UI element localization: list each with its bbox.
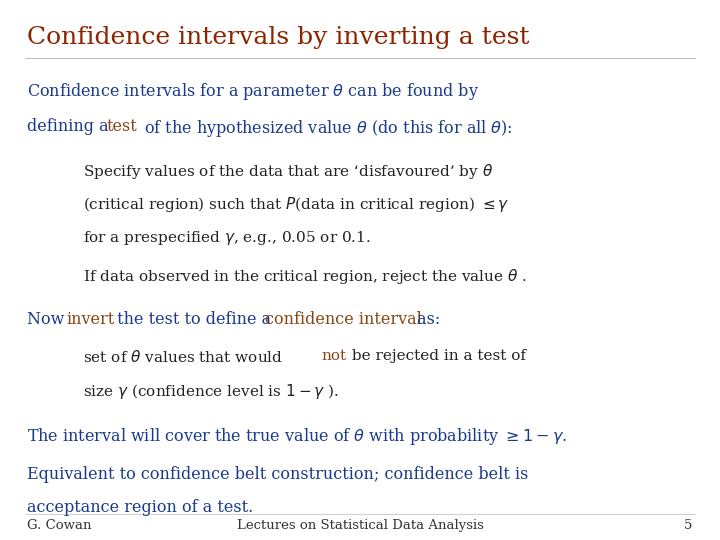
Text: Lectures on Statistical Data Analysis: Lectures on Statistical Data Analysis: [237, 519, 483, 532]
Text: Equivalent to confidence belt construction; confidence belt is: Equivalent to confidence belt constructi…: [27, 466, 528, 483]
Text: acceptance region of a test.: acceptance region of a test.: [27, 500, 253, 516]
Text: as:: as:: [412, 311, 440, 328]
Text: Now: Now: [27, 311, 70, 328]
Text: confidence interval: confidence interval: [265, 311, 422, 328]
Text: not: not: [322, 349, 347, 363]
Text: If data observed in the critical region, reject the value $\theta$ .: If data observed in the critical region,…: [83, 267, 527, 286]
Text: (critical region) such that $P$(data in critical region) $\leq \gamma$: (critical region) such that $P$(data in …: [83, 195, 509, 214]
Text: Confidence intervals for a parameter $\theta$ can be found by: Confidence intervals for a parameter $\t…: [27, 81, 480, 102]
Text: test: test: [107, 118, 138, 134]
Text: the test to define a: the test to define a: [112, 311, 276, 328]
Text: Specify values of the data that are ‘disfavoured’ by $\theta$: Specify values of the data that are ‘dis…: [83, 162, 493, 181]
Text: size $\gamma$ (confidence level is $1 - \gamma$ ).: size $\gamma$ (confidence level is $1 - …: [83, 382, 338, 401]
Text: The interval will cover the true value of $\theta$ with probability $\geq 1 - \g: The interval will cover the true value o…: [27, 426, 567, 447]
Text: of the hypothesized value $\theta$ (do this for all $\theta$):: of the hypothesized value $\theta$ (do t…: [139, 118, 513, 139]
Text: G. Cowan: G. Cowan: [27, 519, 92, 532]
Text: set of $\theta$ values that would: set of $\theta$ values that would: [83, 349, 283, 365]
Text: be rejected in a test of: be rejected in a test of: [347, 349, 526, 363]
Text: Confidence intervals by inverting a test: Confidence intervals by inverting a test: [27, 26, 530, 49]
Text: 5: 5: [684, 519, 693, 532]
Text: defining a: defining a: [27, 118, 114, 134]
Text: for a prespecified $\gamma$, e.g., 0.05 or 0.1.: for a prespecified $\gamma$, e.g., 0.05 …: [83, 229, 371, 247]
Text: invert: invert: [66, 311, 114, 328]
